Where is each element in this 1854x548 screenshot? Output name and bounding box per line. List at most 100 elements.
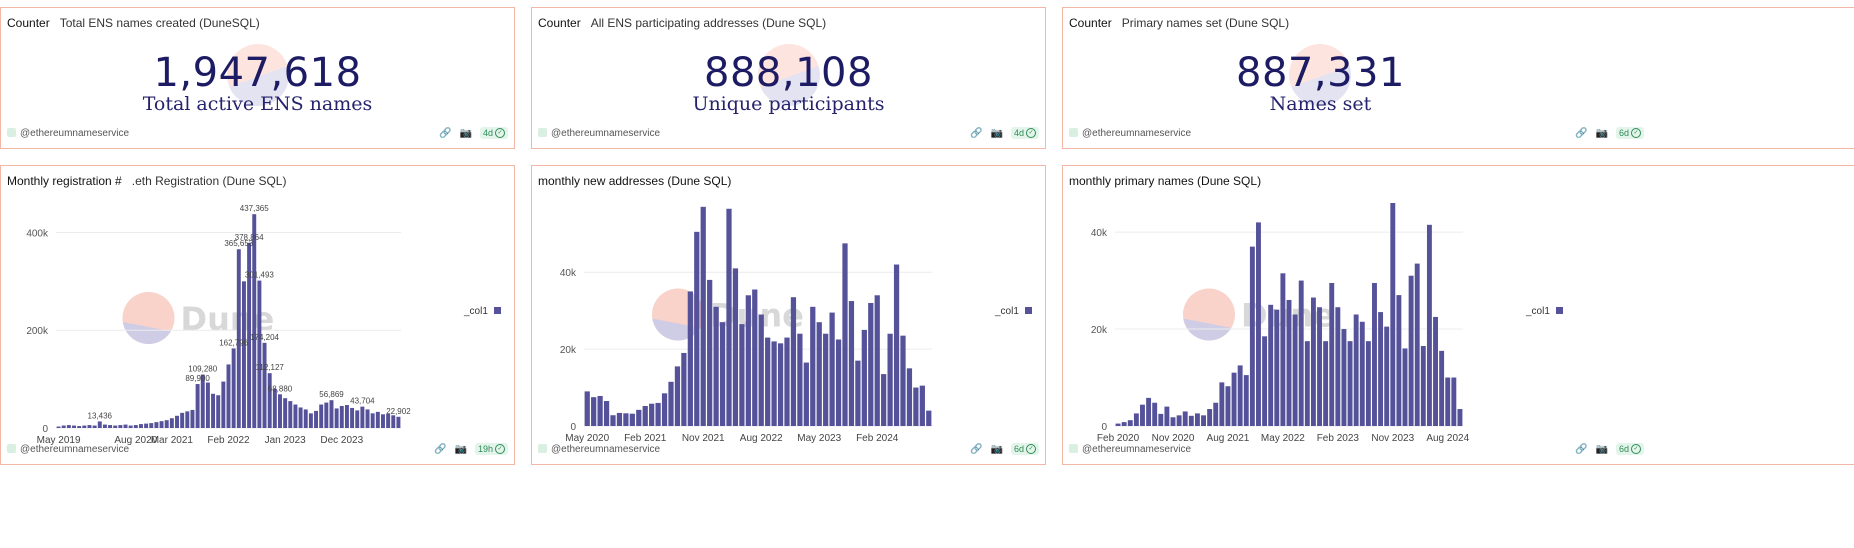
chart-legend[interactable]: _col1 <box>464 306 501 317</box>
panel-query-name[interactable]: Total ENS names created (DuneSQL) <box>59 16 260 30</box>
camera-icon[interactable]: 📷 <box>1595 443 1608 455</box>
y-tick-label: 0 <box>570 422 576 433</box>
y-tick-label: 40k <box>560 268 577 279</box>
bar <box>1115 423 1121 426</box>
bar <box>262 342 267 428</box>
bar <box>1414 263 1420 426</box>
link-icon[interactable]: 🔗 <box>1575 443 1588 455</box>
bar <box>77 426 82 428</box>
x-tick-label: Feb 2020 <box>1097 433 1140 444</box>
bar <box>381 414 385 428</box>
bar <box>298 407 303 428</box>
chart-legend[interactable]: _col1 <box>1526 306 1563 317</box>
camera-icon[interactable]: 📷 <box>459 127 472 139</box>
bar <box>758 314 764 426</box>
bar <box>1146 397 1152 426</box>
owner-link[interactable]: @ethereumnameservice <box>1069 128 1191 139</box>
bar <box>674 366 681 426</box>
panel-query-name[interactable]: monthly primary names (Dune SQL) <box>1069 174 1262 188</box>
owner-link[interactable]: @ethereumnameservice <box>7 128 129 139</box>
bar <box>1292 314 1298 426</box>
bar <box>848 301 855 426</box>
bar <box>1445 377 1451 426</box>
bar <box>1237 365 1243 426</box>
freshness-badge[interactable]: 6d ✓ <box>1615 443 1644 455</box>
link-icon[interactable]: 🔗 <box>439 127 452 139</box>
bar <box>288 401 293 428</box>
link-icon[interactable]: 🔗 <box>1575 127 1588 139</box>
bar <box>1225 386 1231 426</box>
x-tick-label: Jan 2023 <box>265 435 307 446</box>
bar <box>700 206 706 426</box>
x-tick-label: May 2023 <box>797 433 841 444</box>
bar <box>329 400 334 428</box>
dune-logo-watermark <box>758 44 820 106</box>
freshness-badge[interactable]: 6d ✓ <box>1010 443 1039 455</box>
freshness-badge[interactable]: 4d ✓ <box>1010 127 1039 139</box>
freshness-age: 4d <box>1013 128 1024 138</box>
bar <box>835 339 842 426</box>
owner-link[interactable]: @ethereumnameservice <box>538 444 660 455</box>
bar <box>855 360 861 426</box>
owner-name: @ethereumnameservice <box>551 128 661 139</box>
link-icon[interactable]: 🔗 <box>970 127 983 139</box>
counter-panel-total-names: Counter Total ENS names created (DuneSQL)… <box>0 7 515 149</box>
panel-query-name[interactable]: All ENS participating addresses (Dune SQ… <box>590 16 827 30</box>
bar <box>745 295 751 426</box>
panel-title: monthly primary names (Dune SQL) <box>1069 174 1261 188</box>
freshness-badge[interactable]: 4d ✓ <box>479 127 508 139</box>
bar <box>334 408 339 428</box>
freshness-badge[interactable]: 6d ✓ <box>1615 127 1644 139</box>
camera-icon[interactable]: 📷 <box>454 443 467 455</box>
bar <box>823 333 829 426</box>
bar <box>623 413 629 426</box>
x-tick-label: Nov 2020 <box>1152 433 1195 444</box>
bar <box>1243 375 1249 426</box>
link-icon[interactable]: 🔗 <box>434 443 447 455</box>
chart-legend[interactable]: _col1 <box>995 306 1032 317</box>
bar <box>1207 409 1213 426</box>
chart-panel-new-addresses: monthly new addresses (Dune SQL) Dune020… <box>531 165 1046 465</box>
bar <box>1286 299 1292 426</box>
owner-avatar <box>1069 128 1078 137</box>
panel-query-name[interactable]: Primary names set (Dune SQL) <box>1121 16 1290 30</box>
owner-name: @ethereumnameservice <box>20 128 130 139</box>
camera-icon[interactable]: 📷 <box>1595 127 1608 139</box>
bar <box>128 425 133 428</box>
y-tick-label: 400k <box>26 228 49 239</box>
bar <box>195 384 200 428</box>
panel-query-name[interactable]: monthly new addresses (Dune SQL) <box>538 174 732 188</box>
bar <box>1152 402 1158 426</box>
owner-avatar <box>7 128 16 137</box>
bar <box>842 243 848 426</box>
bar <box>777 343 784 426</box>
bar <box>1194 413 1200 426</box>
y-tick-label: 0 <box>1101 422 1107 433</box>
counter-subtitle: Total active ENS names <box>142 93 373 115</box>
freshness-badge[interactable]: 19h ✓ <box>474 443 508 455</box>
bar <box>375 411 380 428</box>
owner-link[interactable]: @ethereumnameservice <box>7 444 129 455</box>
bar <box>1372 282 1377 426</box>
data-label: 365,653 <box>224 239 253 248</box>
bar <box>133 425 138 428</box>
counter-subtitle: Unique participants <box>692 93 885 115</box>
bar <box>226 364 231 428</box>
bar <box>1310 297 1316 426</box>
link-icon[interactable]: 🔗 <box>970 443 983 455</box>
bar <box>72 425 76 428</box>
bar <box>1402 348 1408 426</box>
bar <box>1298 280 1304 426</box>
bar <box>293 404 298 428</box>
camera-icon[interactable]: 📷 <box>990 443 1003 455</box>
owner-link[interactable]: @ethereumnameservice <box>538 128 660 139</box>
owner-link[interactable]: @ethereumnameservice <box>1069 444 1191 455</box>
bar <box>1365 341 1371 426</box>
bar <box>92 425 97 428</box>
bar <box>752 289 758 426</box>
bar <box>1121 422 1127 426</box>
panel-query-name[interactable]: .eth Registration (Dune SQL) <box>131 174 287 188</box>
camera-icon[interactable]: 📷 <box>990 127 1003 139</box>
bar <box>159 421 164 428</box>
bar <box>185 411 190 428</box>
